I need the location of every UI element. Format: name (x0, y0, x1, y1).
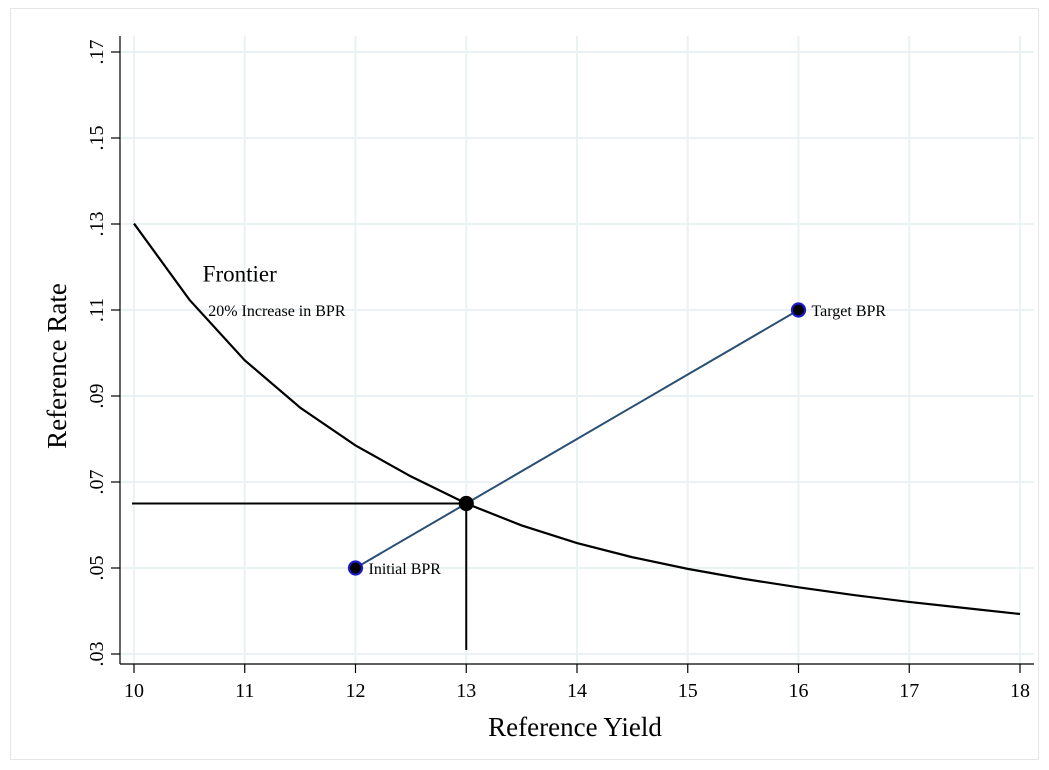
marker-point-1 (790, 302, 807, 318)
x-tick-label: 16 (789, 680, 809, 702)
point-label-0: Initial BPR (369, 561, 442, 578)
marker-point-2 (458, 495, 474, 512)
x-tick-label: 11 (235, 680, 254, 702)
chart-frame (10, 8, 1039, 760)
x-tick-label: 17 (899, 680, 919, 702)
bpr-line (354, 309, 800, 569)
x-tick-label: 12 (346, 680, 366, 702)
y-tick-label: .07 (86, 470, 108, 495)
series (132, 222, 1021, 650)
points: Initial BPR Target BPR (347, 302, 887, 578)
y-tick-label: .17 (86, 40, 108, 65)
y-tick-label: .03 (86, 642, 108, 667)
increase-annotation: 20% Increase in BPR (208, 303, 346, 320)
grid (120, 36, 1034, 664)
x-tick-label: 18 (1010, 680, 1030, 702)
annotations: Frontier 20% Increase in BPR (203, 262, 346, 320)
point-label-1: Target BPR (812, 303, 887, 320)
frontier-annotation: Frontier (203, 262, 277, 287)
x-tick-label: 13 (456, 680, 476, 702)
y-tick-label: .13 (86, 212, 108, 237)
x-axis-title: Reference Yield (488, 712, 662, 742)
frontier-curve (133, 222, 1021, 616)
y-tick-label: .15 (86, 126, 108, 151)
y-tick-label: .05 (86, 556, 108, 581)
ticks: 10 11 12 13 14 15 16 17 18 .03 .05 .07 .09 .11 .13 .15.… (86, 40, 1030, 703)
y-tick-label: .11 (86, 298, 108, 322)
x-tick-label: 15 (678, 680, 698, 702)
x-tick-label: 14 (567, 680, 587, 702)
x-tick-label: 10 (124, 680, 144, 702)
y-axis-title: Reference Rate (42, 283, 72, 449)
marker-point-0 (347, 560, 364, 576)
y-tick-label: .09 (86, 384, 108, 409)
